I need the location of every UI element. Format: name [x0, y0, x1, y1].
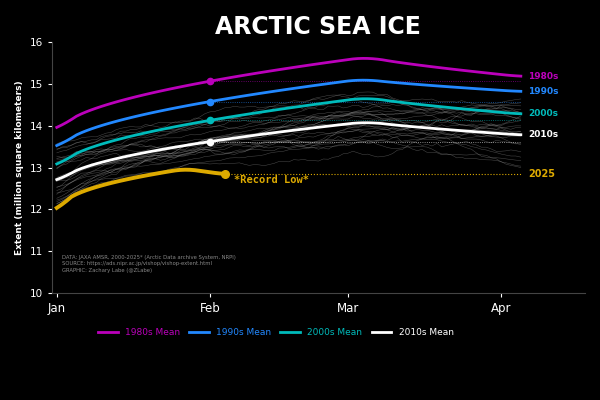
Text: 2010s: 2010s [528, 130, 559, 139]
Text: 1980s: 1980s [528, 72, 559, 81]
Title: ARCTIC SEA ICE: ARCTIC SEA ICE [215, 15, 421, 39]
Legend: 1980s Mean, 1990s Mean, 2000s Mean, 2010s Mean: 1980s Mean, 1990s Mean, 2000s Mean, 2010… [94, 325, 457, 341]
Y-axis label: Extent (million square kilometers): Extent (million square kilometers) [15, 80, 24, 255]
Text: 1990s: 1990s [528, 87, 559, 96]
Text: 2000s: 2000s [528, 109, 558, 118]
Text: DATA: JAXA AMSR, 2000-2025* (Arctic Data archive System, NRPI)
SOURCE: https://a: DATA: JAXA AMSR, 2000-2025* (Arctic Data… [62, 254, 236, 273]
Text: *Record Low*: *Record Low* [235, 175, 310, 185]
Text: 2025: 2025 [528, 169, 555, 179]
